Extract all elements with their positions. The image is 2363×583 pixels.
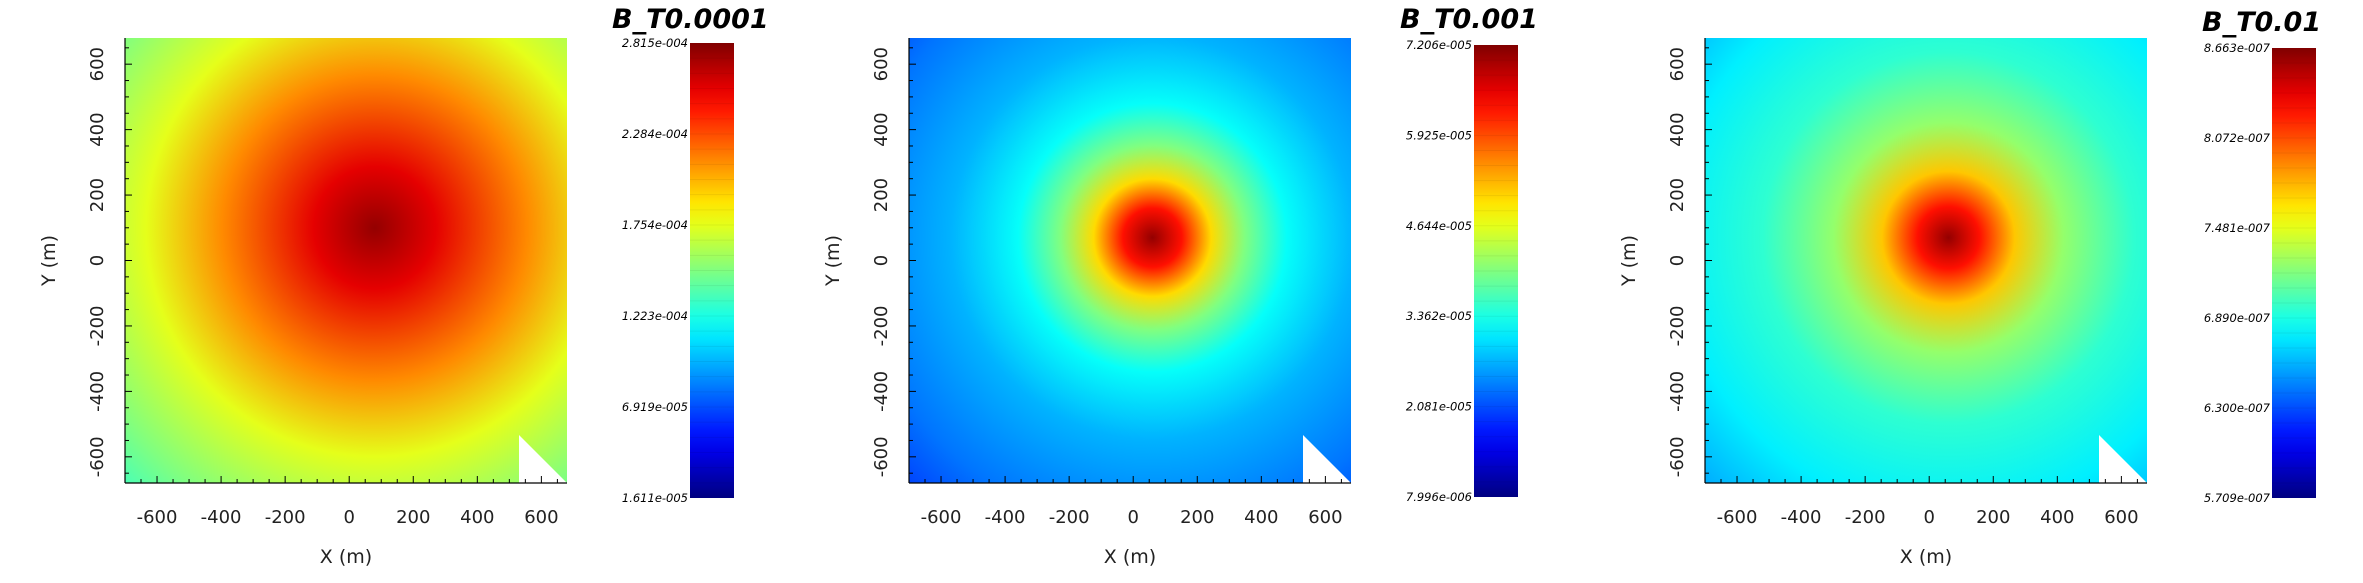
masked-region	[2099, 435, 2147, 483]
x-tick-label: -600	[1717, 507, 1758, 528]
x-tick-label: -400	[985, 507, 1026, 528]
x-tick-label: 0	[343, 507, 354, 528]
x-tick-label: 200	[1976, 507, 2010, 528]
colorbar-title: B_T0.0001	[612, 4, 769, 35]
x-axis-label: X (m)	[1900, 546, 1952, 568]
y-tick-label: 200	[87, 178, 108, 212]
y-tick-label: 400	[871, 112, 892, 146]
y-tick-label: -600	[87, 436, 108, 477]
x-tick-label: 400	[1244, 507, 1278, 528]
y-tick-label: -600	[871, 436, 892, 477]
masked-region	[1303, 435, 1351, 483]
y-tick-label: -600	[1667, 436, 1688, 477]
colorbar	[690, 43, 734, 498]
colorbar-tick-label: 1.223e-004	[622, 309, 688, 323]
colorbar-tick-label: 2.284e-004	[622, 127, 688, 141]
masked-region	[519, 435, 567, 483]
x-tick-label: 400	[460, 507, 494, 528]
x-tick-label: -200	[1049, 507, 1090, 528]
y-tick-label: 0	[871, 255, 892, 266]
y-tick-label: 600	[87, 47, 108, 81]
y-axis-label: Y (m)	[1618, 235, 1640, 287]
colorbar-title: B_T0.001	[1400, 4, 1538, 35]
colorbar-tick-label: 3.362e-005	[1406, 309, 1472, 323]
colorbar	[1474, 45, 1518, 497]
colorbar-tick-label: 6.300e-007	[2204, 401, 2271, 415]
x-tick-label: 200	[1180, 507, 1214, 528]
colorbar-tick-label: 7.481e-007	[2204, 221, 2271, 235]
y-axis-label: Y (m)	[38, 235, 60, 287]
y-tick-label: 600	[871, 47, 892, 81]
x-tick-label: 600	[524, 507, 558, 528]
y-tick-label: -200	[871, 306, 892, 347]
x-tick-label: -400	[1781, 507, 1822, 528]
heatmap-field	[1705, 38, 2147, 483]
colorbar-title: B_T0.01	[2202, 7, 2321, 38]
colorbar-tick-label: 6.890e-007	[2204, 311, 2271, 325]
colorbar-tick-label: 2.081e-005	[1406, 400, 1472, 414]
x-tick-label: -200	[1845, 507, 1886, 528]
x-tick-label: 400	[2040, 507, 2074, 528]
y-tick-label: 400	[1667, 112, 1688, 146]
colorbar-tick-label: 5.925e-005	[1406, 128, 1472, 142]
y-tick-label: -400	[87, 371, 108, 412]
colorbar-tick-label: 7.206e-005	[1406, 38, 1472, 52]
colorbar-tick-label: 7.996e-006	[1406, 490, 1472, 504]
colorbar-tick-label: 6.919e-005	[622, 400, 688, 414]
y-tick-label: 600	[1667, 47, 1688, 81]
heatmap-field	[125, 38, 567, 483]
x-tick-label: 600	[1308, 507, 1342, 528]
y-tick-label: -200	[1667, 306, 1688, 347]
y-tick-label: 200	[871, 178, 892, 212]
x-tick-label: -600	[137, 507, 178, 528]
colorbar-tick-label: 2.815e-004	[622, 36, 688, 50]
y-tick-label: -400	[871, 371, 892, 412]
heatmap-field	[909, 38, 1351, 483]
x-tick-label: 0	[1923, 507, 1934, 528]
chart-panel-1: -600 -400 -200 0 200 400 600 -600 -400 -200 0 200 40…	[38, 4, 769, 568]
colorbar-tick-label: 1.611e-005	[622, 491, 688, 505]
colorbar-tick-label: 1.754e-004	[622, 218, 688, 232]
y-tick-label: 0	[1667, 255, 1688, 266]
colorbar	[2272, 48, 2316, 498]
x-tick-label: -600	[921, 507, 962, 528]
x-tick-label: 0	[1127, 507, 1138, 528]
colorbar-tick-label: 4.644e-005	[1406, 219, 1472, 233]
x-axis-label: X (m)	[320, 546, 372, 568]
y-tick-label: 0	[87, 255, 108, 266]
y-tick-label: 400	[87, 112, 108, 146]
chart-panel-3: -600 -400 -200 0 200 400 600 -600 -400 -200 0 200 40…	[1618, 7, 2321, 568]
y-tick-label: 200	[1667, 178, 1688, 212]
y-tick-label: -200	[87, 306, 108, 347]
x-tick-label: -200	[265, 507, 306, 528]
x-tick-label: 600	[2104, 507, 2138, 528]
chart-panel-2: -600 -400 -200 0 200 400 600 -600 -400 -200 0 200 40…	[822, 4, 1538, 568]
x-tick-label: -400	[201, 507, 242, 528]
colorbar-tick-label: 5.709e-007	[2204, 491, 2271, 505]
colorbar-tick-label: 8.663e-007	[2204, 41, 2271, 55]
x-tick-label: 200	[396, 507, 430, 528]
x-axis-label: X (m)	[1104, 546, 1156, 568]
y-axis-label: Y (m)	[822, 235, 844, 287]
y-tick-label: -400	[1667, 371, 1688, 412]
colorbar-tick-label: 8.072e-007	[2204, 131, 2271, 145]
